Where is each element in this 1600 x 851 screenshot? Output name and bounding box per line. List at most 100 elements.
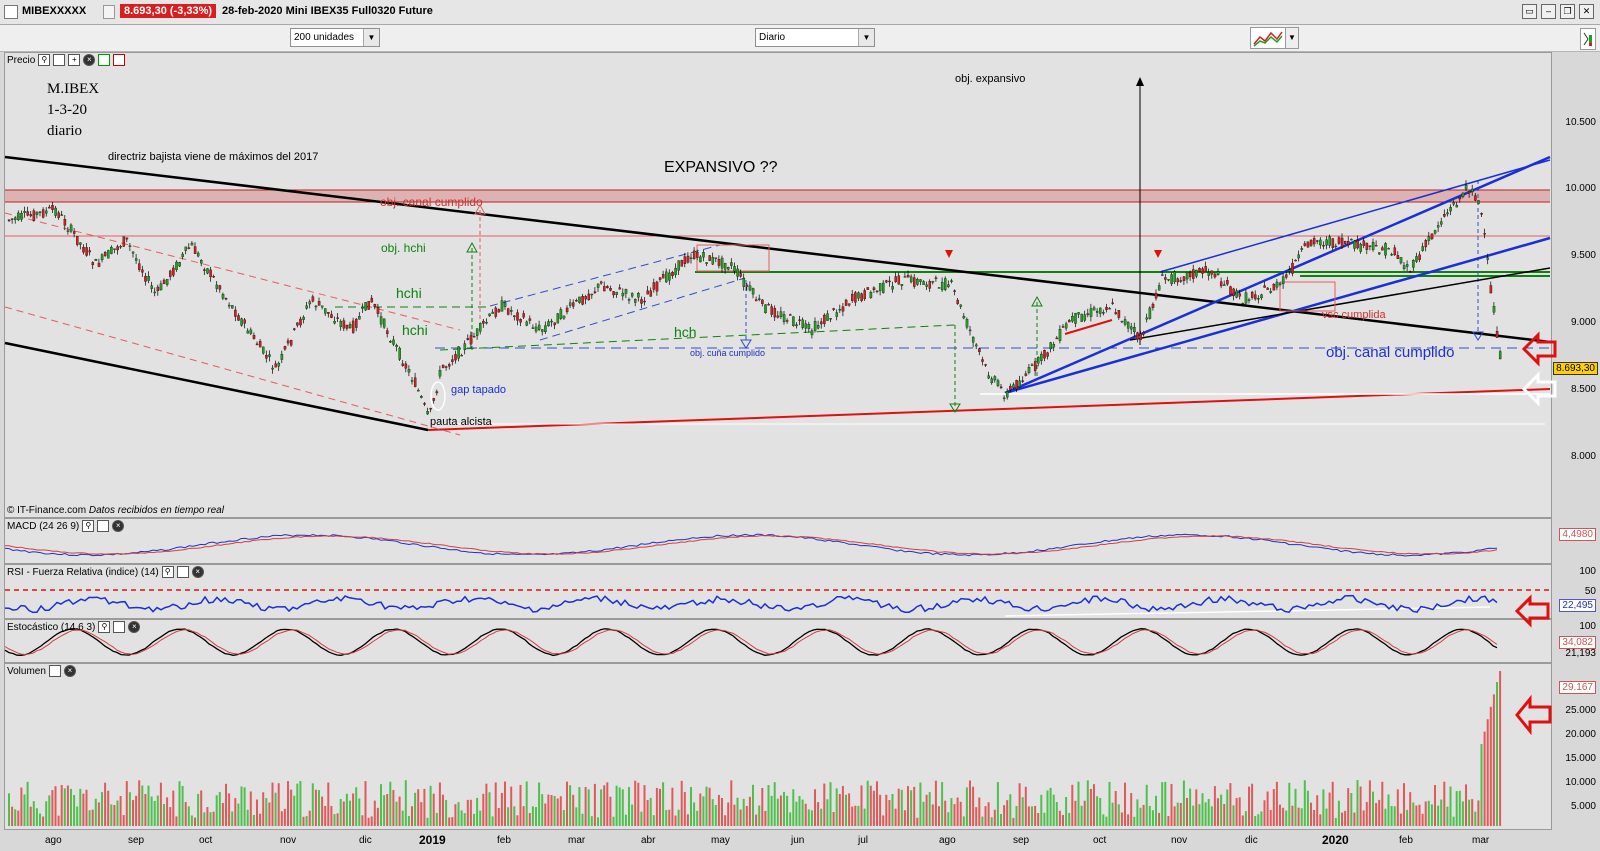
candle-body bbox=[268, 354, 271, 357]
close-icon[interactable]: × bbox=[128, 621, 141, 633]
volume-bar bbox=[333, 814, 336, 826]
window-icon[interactable] bbox=[53, 54, 66, 66]
candle-body bbox=[488, 313, 491, 317]
copyright-footer: © IT-Finance.com Datos recibidos en tiem… bbox=[7, 505, 224, 516]
volume-bar bbox=[1359, 786, 1362, 826]
volume-bar bbox=[1468, 799, 1471, 826]
volume-bar bbox=[1167, 815, 1170, 826]
candle-body bbox=[556, 313, 560, 324]
close-icon[interactable]: × bbox=[63, 665, 76, 677]
candle-body bbox=[1492, 306, 1496, 313]
volume-bar bbox=[1145, 784, 1148, 826]
candle-body bbox=[457, 346, 460, 359]
volume-bar bbox=[789, 812, 792, 826]
volume-bar bbox=[1238, 797, 1241, 826]
window-icon[interactable] bbox=[97, 520, 110, 532]
candle-body bbox=[689, 257, 693, 260]
candle-body bbox=[370, 297, 374, 303]
candle-body bbox=[1117, 310, 1121, 318]
price-tick: 9.000 bbox=[1570, 317, 1596, 328]
volume-bar bbox=[810, 810, 813, 826]
import-icon[interactable] bbox=[113, 54, 126, 66]
volume-bar bbox=[1071, 784, 1074, 826]
volume-bar bbox=[1489, 706, 1492, 826]
rsi-line bbox=[4, 594, 1498, 614]
volume-bar bbox=[944, 800, 947, 826]
add-icon[interactable]: + bbox=[68, 54, 81, 66]
keyboard-icon[interactable]: ▭ bbox=[1522, 4, 1537, 19]
candle-body bbox=[547, 321, 550, 327]
candle-body bbox=[767, 304, 770, 306]
candle-body bbox=[1173, 271, 1176, 283]
chart-style-dropdown-icon[interactable]: ▼ bbox=[1285, 27, 1299, 49]
volume-bar bbox=[1148, 805, 1151, 826]
wrench-icon[interactable]: ⚲ bbox=[38, 54, 51, 66]
units-select[interactable]: 200 unidades ▼ bbox=[290, 28, 380, 47]
volume-bar bbox=[1440, 799, 1443, 826]
volume-bar bbox=[327, 782, 330, 826]
candle-body bbox=[451, 359, 454, 362]
close-icon[interactable]: × bbox=[191, 566, 204, 578]
chevron-down-icon[interactable]: ▼ bbox=[858, 29, 874, 46]
window-icon[interactable] bbox=[48, 665, 61, 677]
link-icon[interactable] bbox=[103, 5, 115, 19]
candle-body bbox=[1443, 214, 1446, 217]
close-icon[interactable]: × bbox=[83, 54, 96, 66]
volume-bar bbox=[1424, 801, 1427, 826]
volume-bar bbox=[203, 812, 206, 826]
volume-bar bbox=[550, 795, 553, 826]
settings-icon[interactable] bbox=[1580, 28, 1596, 50]
volume-bar bbox=[826, 799, 829, 826]
window-icon[interactable] bbox=[113, 621, 126, 633]
volume-bar bbox=[1232, 805, 1235, 826]
volume-bar bbox=[665, 810, 668, 826]
candle-body bbox=[581, 295, 584, 305]
chart-style-icon[interactable] bbox=[1250, 27, 1286, 49]
period-select[interactable]: Diario ▼ bbox=[755, 28, 875, 47]
volume-bar bbox=[786, 795, 789, 826]
volume-bar bbox=[144, 793, 147, 826]
close-icon[interactable]: ✕ bbox=[1579, 4, 1594, 19]
volume-bar bbox=[1241, 815, 1244, 826]
volume-bar bbox=[1117, 804, 1120, 826]
candle-body bbox=[984, 364, 987, 366]
volume-bar bbox=[1176, 802, 1179, 826]
minimize-icon[interactable]: – bbox=[1541, 4, 1556, 19]
macd-line bbox=[4, 533, 1498, 557]
volume-bar bbox=[265, 798, 268, 826]
symbol-label[interactable]: MIBEXXXXX bbox=[22, 5, 87, 17]
volume-bar bbox=[1378, 799, 1381, 826]
window-icon[interactable] bbox=[176, 566, 189, 578]
volume-bar bbox=[615, 785, 618, 826]
candle-body bbox=[897, 275, 901, 285]
app-menu-icon[interactable] bbox=[4, 5, 18, 19]
volume-bar bbox=[1322, 789, 1325, 826]
candle-body bbox=[1120, 320, 1124, 323]
wrench-icon[interactable]: ⚲ bbox=[98, 621, 111, 633]
volume-bar bbox=[237, 803, 240, 826]
wrench-icon[interactable]: ⚲ bbox=[161, 566, 174, 578]
volume-bar bbox=[1331, 781, 1334, 826]
candle-body bbox=[79, 242, 82, 245]
candle-body bbox=[1365, 242, 1369, 250]
candle-body bbox=[987, 375, 990, 379]
candle-body bbox=[541, 329, 544, 332]
candle-body bbox=[618, 287, 622, 290]
candle-body bbox=[888, 280, 891, 283]
candle-body bbox=[1027, 367, 1031, 373]
candle-body bbox=[212, 276, 215, 278]
chevron-down-icon[interactable]: ▼ bbox=[363, 29, 379, 46]
candle-body bbox=[1322, 245, 1325, 247]
candle-body bbox=[147, 276, 150, 281]
instrument-description: 28-feb-2020 Mini IBEX35 Full0320 Future bbox=[222, 5, 433, 17]
candle-body bbox=[717, 259, 721, 266]
restore-icon[interactable]: ❐ bbox=[1560, 4, 1575, 19]
close-icon[interactable]: × bbox=[112, 520, 125, 532]
candle-body bbox=[29, 214, 33, 217]
candle-body bbox=[463, 343, 467, 350]
export-icon[interactable] bbox=[98, 54, 111, 66]
volume-bar bbox=[429, 785, 432, 826]
volume-bar bbox=[1201, 793, 1204, 826]
wrench-icon[interactable]: ⚲ bbox=[82, 520, 95, 532]
candle-body bbox=[565, 307, 569, 313]
